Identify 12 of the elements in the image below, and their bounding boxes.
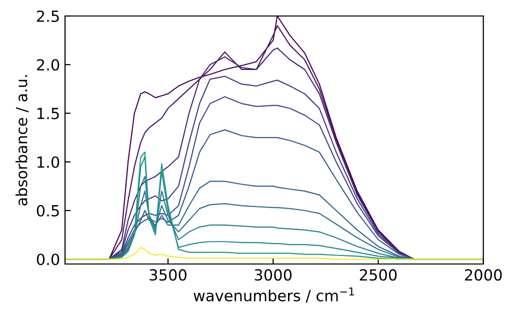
y-axis-title: absorbance / a.u.	[16, 75, 29, 206]
x-tick-label: 3500	[150, 269, 186, 281]
y-tick-label: 0.0	[36, 254, 60, 266]
x-tick-label: 3000	[254, 269, 292, 281]
y-tick-label: 1.5	[38, 108, 59, 120]
x-tick-label: 2500	[360, 269, 397, 281]
y-tick-label: 2.0	[36, 59, 60, 71]
y-tick-label: 2.5	[36, 10, 59, 22]
x-tick-label: 2000	[465, 269, 502, 281]
y-tick-label: 0.5	[36, 204, 59, 217]
x-axis-title: wavenumbers / cm$^{−1}$	[194, 288, 354, 303]
y-tick-label: 1.0	[38, 156, 60, 168]
